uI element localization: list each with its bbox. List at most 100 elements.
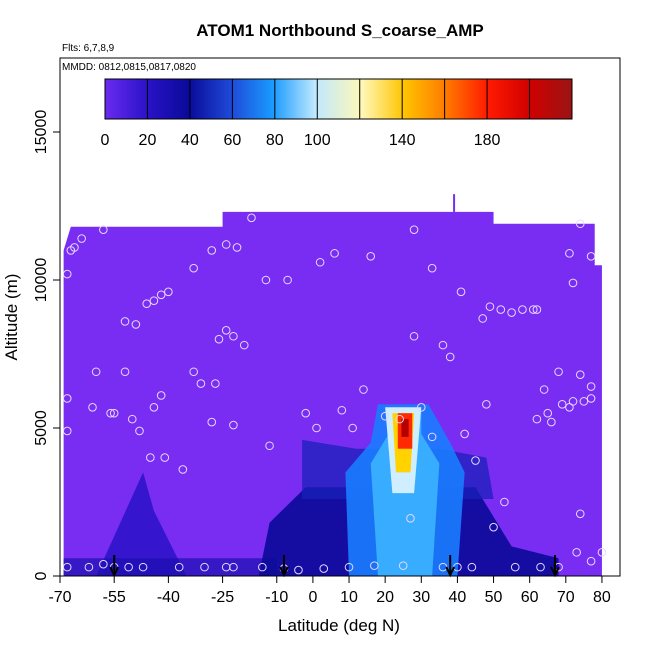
sample-point [146,453,155,462]
sample-point [456,287,466,297]
sample-point [586,252,596,261]
sample-point [156,391,166,400]
colorbar-dividers [146,79,531,119]
x-tick-label: 10 [340,589,358,606]
sample-points [62,213,607,575]
sample-point [568,278,578,288]
sample-point [543,408,553,418]
sample-point [247,213,256,223]
x-tick-label: -40 [157,589,180,606]
sample-point [395,414,404,424]
sample-point [99,559,108,569]
arrow-marker [279,555,289,578]
arrow-head [279,566,289,578]
sample-point [348,423,357,433]
sample-point [579,397,589,406]
sample-point [416,402,426,412]
colorbar-tick-label: 0 [101,132,110,149]
x-tick-label: 0 [308,589,317,606]
sample-point [160,453,170,462]
sample-point [88,402,97,412]
sample-point [496,305,506,314]
colorbar-gradient [105,79,572,119]
colorbar-tick-label: 140 [389,132,416,149]
sample-point [460,429,469,439]
y-tick-label: 0 [33,571,50,580]
sample-point [214,334,224,344]
sample-point [124,562,133,572]
sample-point [149,296,159,306]
sample-point [109,408,119,418]
sample-point [294,565,303,575]
sample-point [221,240,231,249]
sample-point [178,465,188,474]
feature-southern-low [96,472,187,576]
sample-point [156,290,166,300]
sample-point [409,225,419,234]
sample-point [370,561,379,570]
sample-point [221,326,231,335]
sample-point [532,414,542,424]
sample-point [597,548,607,557]
y-tick-label: 5000 [33,410,50,446]
arrow-marker [550,555,560,578]
sample-point [518,305,527,314]
sample-point [91,367,101,377]
colorbar-ticks: 0 20 40 60 80 100 140 180 [101,132,501,149]
flights-annotation: Flts: 6,7,8,9 [62,43,115,54]
x-tick-label: 70 [557,589,575,606]
sample-point [189,263,198,273]
colorbar-tick-label: 100 [304,132,331,149]
sample-point [174,562,184,572]
colorbar-frame [104,78,573,120]
sample-point [510,562,520,572]
colorbar-tick-label: 180 [474,132,501,149]
sample-point [398,561,408,570]
x-tick-label: 30 [412,589,430,606]
chart-title: ATOM1 Northbound S_coarse_AMP [196,21,483,40]
heatmap-field [63,194,602,576]
sample-point [164,287,173,297]
sample-point [62,269,72,279]
x-tick-label: -70 [48,589,71,606]
x-axis: -70 -55 -40 -25 -10 0 10 20 30 40 50 60 70 80 [48,576,611,606]
sample-point [547,417,556,427]
sample-point [445,352,455,362]
sample-point [106,408,115,418]
sample-point [380,411,390,421]
sample-point [135,426,144,436]
sample-point [539,385,549,394]
arrow-marker [445,555,456,578]
arrow-head [109,566,120,578]
sample-point [557,400,567,409]
sample-point [211,379,220,388]
sample-point [207,246,217,255]
sample-point [120,317,130,326]
sample-point [62,562,72,572]
sample-point [586,556,596,566]
colorbar-tick-label: 80 [266,132,284,149]
sample-point [438,340,448,350]
sample-point [265,441,274,451]
sample-point [427,432,437,442]
sample-point [536,562,545,572]
sample-point [239,340,249,350]
sample-point [127,414,137,424]
sample-point [120,367,130,377]
sample-point [406,513,415,523]
feature-southern-boundary-layer [63,558,277,576]
x-tick-label: 20 [376,589,394,606]
flight-arrows [109,555,560,578]
sample-point [528,305,538,314]
sample-point [131,320,141,329]
sample-point [200,562,209,572]
x-tick-label: 40 [449,589,467,606]
sample-point [575,370,585,380]
feature-plume-peak [401,419,409,437]
sample-point [482,400,491,409]
sample-point [142,299,152,308]
y-axis: 0 5000 10000 15000 [33,110,60,580]
sample-point [575,219,585,229]
x-axis-label: Latitude (deg N) [278,616,400,635]
